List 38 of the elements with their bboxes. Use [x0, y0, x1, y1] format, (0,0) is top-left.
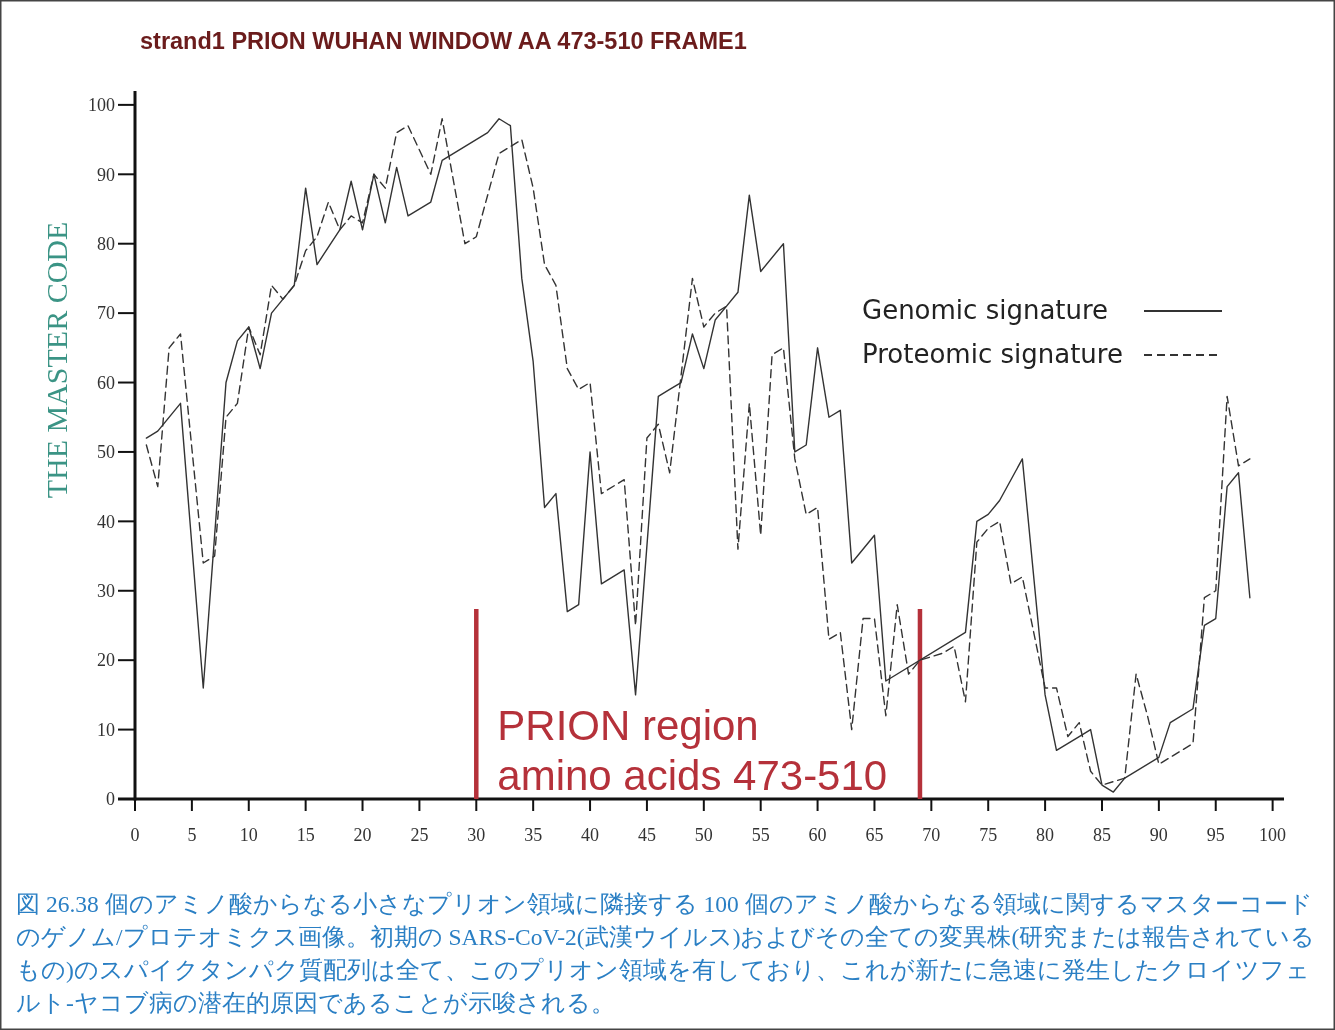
- legend-label: Genomic signature: [862, 295, 1109, 326]
- x-tick-label: 90: [1149, 825, 1168, 845]
- x-tick-label: 5: [187, 825, 197, 845]
- x-tick-label: 10: [239, 825, 258, 845]
- x-tick-label: 45: [637, 825, 656, 845]
- y-tick-label: 60: [97, 372, 115, 393]
- x-tick-label: 100: [1259, 825, 1287, 845]
- annotation: PRION region amino acids 473-510: [497, 702, 888, 799]
- x-tick-label: 40: [581, 825, 600, 845]
- y-tick-label: 40: [97, 511, 115, 532]
- y-tick-label: 0: [106, 789, 115, 810]
- y-tick-label: 100: [88, 95, 115, 116]
- x-tick-label: 35: [524, 825, 543, 845]
- x-tick-label: 60: [808, 825, 827, 845]
- y-axis-title: THE MASTER CODE: [40, 221, 73, 499]
- y-tick-label: 50: [97, 442, 115, 463]
- x-tick-label: 0: [130, 825, 140, 845]
- x-tick-label: 50: [694, 825, 713, 845]
- x-tick-label: 25: [410, 825, 429, 845]
- y-tick-label: 30: [97, 581, 115, 602]
- x-tick-label: 65: [865, 825, 884, 845]
- y-tick-label: 80: [97, 234, 115, 255]
- legend-label: Proteomic signature: [862, 339, 1123, 370]
- x-tick-label: 55: [751, 825, 770, 845]
- y-tick-label: 20: [97, 650, 115, 671]
- chart-title: strand1 PRION WUHAN WINDOW AA 473-510 FRAME1: [140, 28, 747, 54]
- x-tick-label: 20: [353, 825, 372, 845]
- x-tick-label: 30: [467, 825, 486, 845]
- x-tick-label: 85: [1092, 825, 1111, 845]
- x-tick-label: 75: [979, 825, 998, 845]
- caption: 図 26.38 個のアミノ酸からなる小さなプリオン領域に隣接する 100 個のアミノ酸からなる領域に関するマスターコードのゲノム/プロテオミクス画像。初期の SARS-CoV-2(武漢ウイルス)およびその全ての変異株(研究または報告されているもの)のスパイクタンパク質配列は全て、このプリオン領域を有しており、これが新たに急速に発生したクロイツフェルト-ヤコブ病の潜在的原因であることが示唆される。: [16, 890, 1317, 1018]
- x-tick-label: 80: [1036, 825, 1055, 845]
- y-tick-label: 90: [97, 164, 115, 185]
- y-tick-label: 70: [97, 303, 115, 324]
- y-tick-label: 10: [97, 719, 115, 740]
- x-tick-label: 15: [296, 825, 315, 845]
- x-tick-label: 70: [922, 825, 941, 845]
- x-tick-label: 95: [1206, 825, 1225, 845]
